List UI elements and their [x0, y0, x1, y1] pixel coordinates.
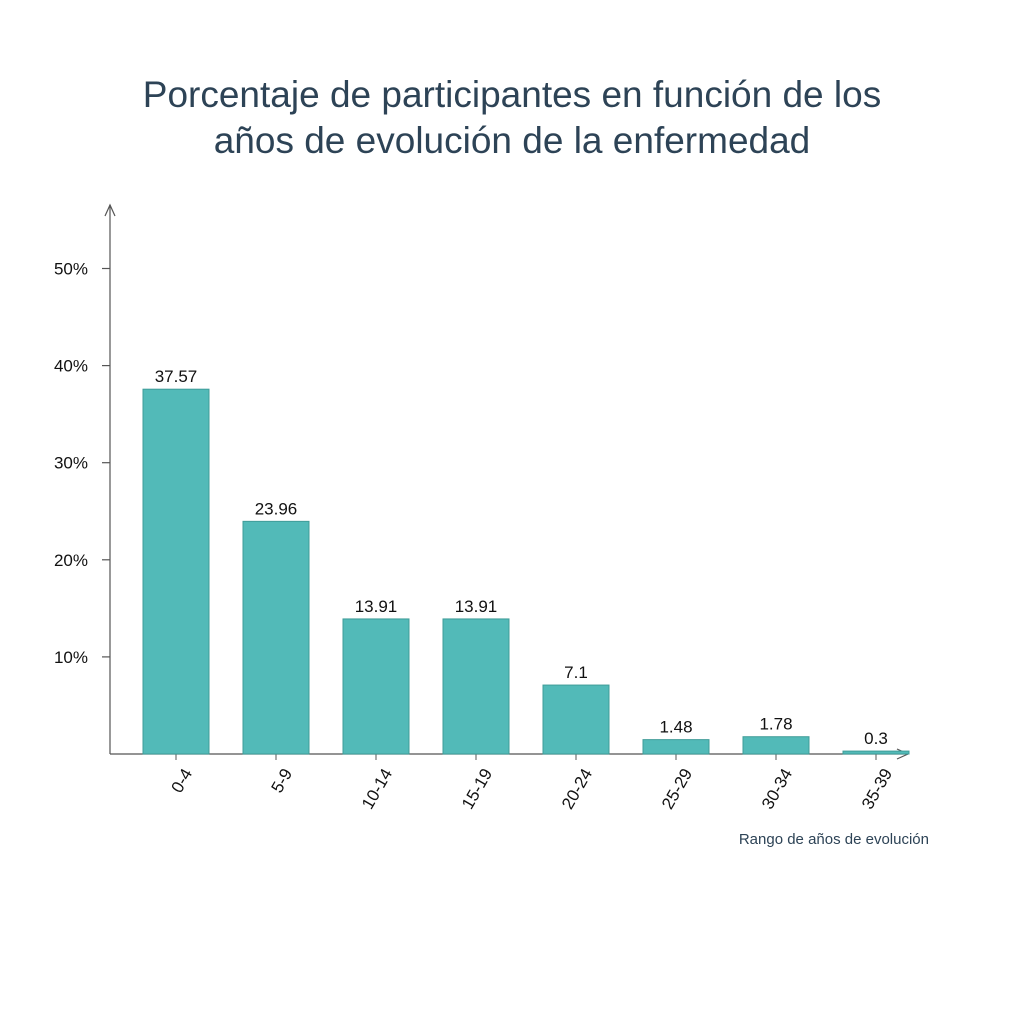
- bar: [642, 739, 710, 755]
- y-tick-label: 50%: [54, 260, 88, 279]
- chart-title-line-2: años de evolución de la enfermedad: [213, 120, 811, 161]
- bar-value-label: 13.91: [355, 597, 398, 616]
- x-tick-label: 5-9: [267, 765, 296, 796]
- x-tick-label: 25-29: [658, 765, 696, 812]
- chart-title: Porcentaje de participantes en función d…: [0, 72, 1024, 164]
- x-tick-label: 0-4: [167, 765, 196, 796]
- bar: [242, 520, 310, 755]
- y-tick-label: 30%: [54, 454, 88, 473]
- y-axis-arrow: [104, 203, 116, 217]
- bar: [842, 750, 910, 755]
- x-tick-label: 20-24: [558, 765, 596, 812]
- bar: [442, 618, 510, 755]
- bar: [142, 388, 210, 755]
- bar-value-label: 1.48: [659, 718, 692, 737]
- chart-bars: [142, 388, 910, 755]
- chart-title-line-1: Porcentaje de participantes en función d…: [142, 74, 882, 115]
- y-tick-label: 10%: [54, 648, 88, 667]
- bar: [342, 618, 410, 755]
- y-tick-label: 40%: [54, 357, 88, 376]
- bar-value-label: 13.91: [455, 597, 498, 616]
- bar-value-label: 7.1: [564, 663, 588, 682]
- bar: [542, 684, 610, 755]
- x-tick-label: 35-39: [858, 765, 896, 812]
- bar-value-label: 0.3: [864, 729, 888, 748]
- bar-value-label: 1.78: [759, 715, 792, 734]
- x-tick-label: 30-34: [758, 765, 796, 812]
- bar-value-label: 37.57: [155, 367, 198, 386]
- bar-value-label: 23.96: [255, 499, 298, 518]
- x-tick-label: 15-19: [458, 765, 496, 812]
- x-axis-label: Rango de años de evolución: [739, 831, 929, 848]
- x-tick-label: 10-14: [358, 765, 396, 812]
- y-tick-label: 20%: [54, 551, 88, 570]
- bar: [742, 736, 810, 755]
